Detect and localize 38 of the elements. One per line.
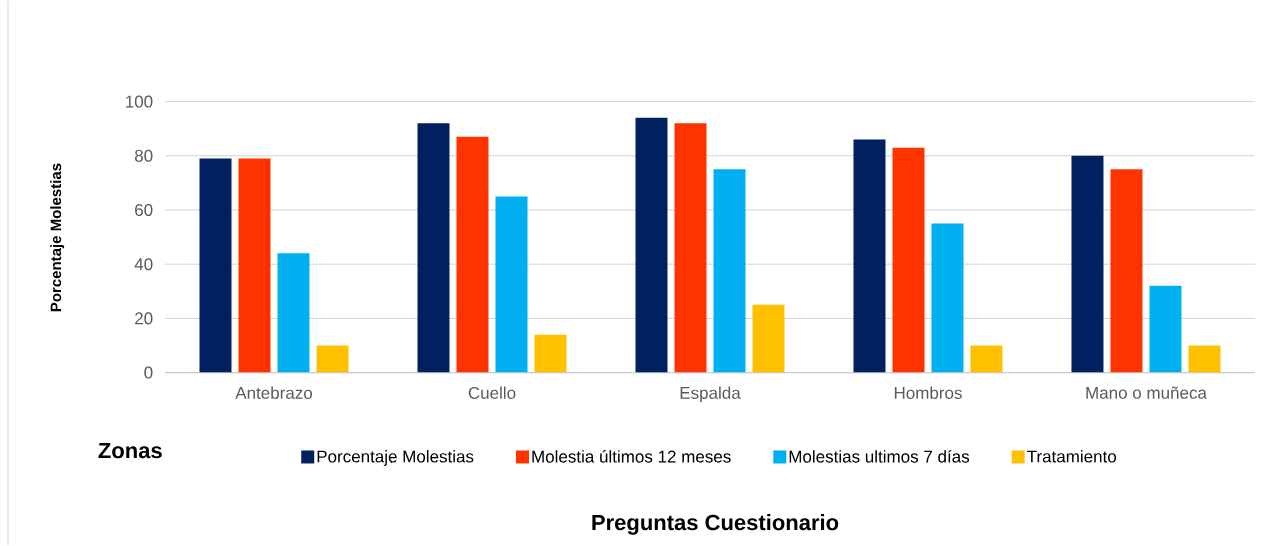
y-tick-label: 40 <box>134 258 153 271</box>
bar <box>1188 345 1221 373</box>
legend-label: Porcentaje Molestias <box>317 449 474 466</box>
y-tick-label: 20 <box>135 312 153 325</box>
bar <box>713 169 746 373</box>
bar <box>892 147 925 373</box>
bar <box>752 304 785 373</box>
bar <box>674 123 707 373</box>
x-tick-label: Mano o muñeca <box>1086 386 1207 399</box>
y-tick-label: 80 <box>134 149 153 162</box>
bar <box>970 345 1003 373</box>
bar <box>495 196 528 373</box>
y-tick-label: 60 <box>135 203 153 216</box>
bar <box>1071 155 1104 373</box>
bar <box>417 123 450 373</box>
y-tick-label: 0 <box>144 366 153 379</box>
y-axis-title: Porcentaje Molestias <box>50 163 65 312</box>
x-tick-label: Espalda <box>680 386 741 403</box>
x-tick-label: Cuello <box>468 386 516 399</box>
x-tick-label: Antebrazo <box>235 386 313 399</box>
bar <box>1110 169 1143 373</box>
legend-label: Tratamiento <box>1027 449 1117 463</box>
bar <box>199 158 232 373</box>
bar <box>635 117 668 373</box>
bar <box>238 158 271 373</box>
text: Preguntas Cuestionario <box>592 514 839 535</box>
x-axis-title: Zonas <box>98 442 162 459</box>
y-tick-label: 100 <box>126 95 153 108</box>
bar <box>931 223 964 373</box>
legend-label: Molestia últimos 12 meses <box>532 449 731 463</box>
legend-label: Molestias ultimos 7 días <box>789 449 970 463</box>
bar <box>316 345 349 373</box>
bar <box>277 253 310 373</box>
x-tick-label: Hombros <box>894 386 962 399</box>
bar <box>1149 285 1182 373</box>
bar <box>456 136 489 373</box>
bar <box>534 334 567 373</box>
bar <box>853 139 886 373</box>
